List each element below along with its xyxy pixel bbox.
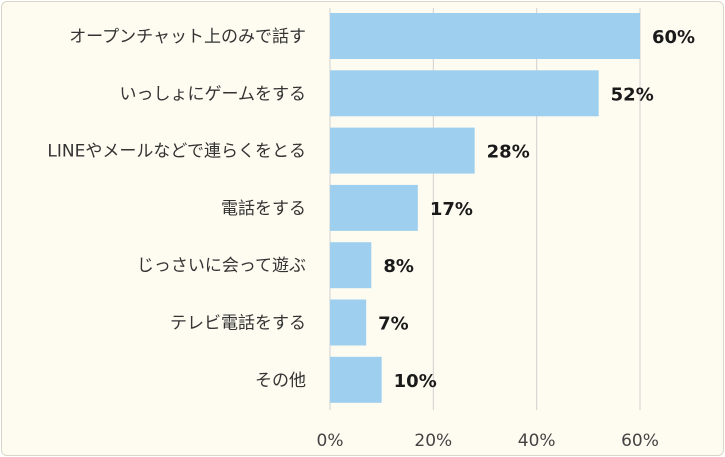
value-label: 8% [383,256,414,277]
bar [330,70,599,117]
value-label: 60% [652,27,695,48]
bars [330,13,640,403]
bar [330,127,475,174]
x-tick-label: 0% [317,431,344,451]
bar [330,242,372,289]
category-label: じっさいに会って遊ぶ [137,256,306,276]
bar [330,356,382,403]
value-labels: 60% 52% 28% 17% 8% 7% 10% [378,27,695,392]
category-label: オープンチャット上のみで話す [69,27,306,47]
value-label: 7% [378,314,409,335]
bar [330,299,367,346]
bar [330,184,418,231]
category-label: テレビ電話をする [170,314,306,334]
value-label: 52% [611,84,654,105]
value-label: 10% [394,371,437,392]
value-label: 28% [487,142,530,163]
x-tick-label: 20% [414,431,452,451]
category-label: 電話をする [221,199,306,219]
category-label: いっしょにゲームをする [120,84,307,104]
bar [330,13,640,59]
x-tick-label: 60% [621,431,659,451]
value-label: 17% [430,199,473,220]
x-axis-tick-labels: 0% 20% 40% 60% [317,431,659,451]
x-tick-label: 40% [518,431,556,451]
category-label: LINEやメールなどで連らくをとる [47,142,306,162]
category-label: その他 [255,371,306,391]
